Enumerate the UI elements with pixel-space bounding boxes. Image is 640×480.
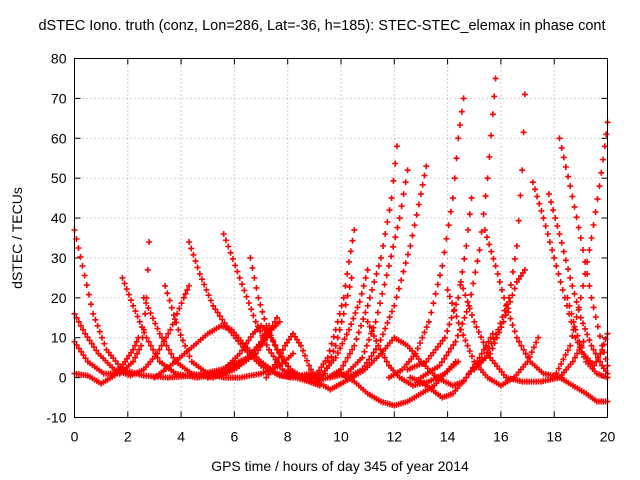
y-tick-label: 20: [51, 290, 67, 306]
x-axis-label: GPS time / hours of day 345 of year 2014: [211, 458, 469, 474]
series-sat23: [386, 95, 467, 381]
series-sat29: [481, 227, 566, 381]
plot-frame: [74, 58, 608, 418]
tick-labels: 0 2 4 6 8 10 12 14 16 18 20 -10 0 10 20 30 40 50 60 70 80: [46, 51, 615, 445]
series-sat31: [471, 266, 528, 373]
series-sat11: [151, 322, 294, 381]
y-tick-label: 80: [51, 51, 67, 67]
y-tick-label: 10: [51, 330, 67, 346]
chart-title: dSTEC Iono. truth (conz, Lon=286, Lat=-3…: [38, 18, 605, 34]
x-tick-label: 16: [493, 429, 509, 445]
series-sat12: [204, 322, 305, 381]
x-tick-label: 10: [333, 429, 349, 445]
y-tick-label: 70: [51, 90, 67, 106]
x-tick-label: 2: [124, 429, 132, 445]
x-tick-label: 4: [177, 429, 185, 445]
y-axis-label: dSTEC / TECUs: [9, 187, 25, 289]
x-tick-label: 8: [284, 429, 292, 445]
series-sat27: [417, 75, 499, 381]
x-tick-label: 20: [600, 429, 616, 445]
plot-area: [71, 75, 611, 409]
y-tick-label: 50: [51, 170, 67, 186]
y-tick-label: -10: [46, 410, 66, 426]
series-sat37: [564, 294, 611, 369]
series-sat18: [327, 167, 411, 381]
series-sat35: [551, 119, 611, 381]
series-sat36: [556, 374, 611, 405]
y-tick-label: 60: [51, 130, 67, 146]
series-sat30: [465, 91, 528, 377]
x-tick-label: 0: [71, 429, 79, 445]
x-tick-label: 12: [387, 429, 403, 445]
x-tick-label: 6: [231, 429, 239, 445]
x-tick-label: 18: [546, 429, 562, 445]
y-tick-label: 0: [59, 370, 67, 386]
series-sat33: [545, 191, 611, 377]
x-tick-label: 14: [440, 429, 456, 445]
y-tick-label: 30: [51, 250, 67, 266]
y-tick-label: 40: [51, 210, 67, 226]
series-sat16: [306, 266, 371, 381]
